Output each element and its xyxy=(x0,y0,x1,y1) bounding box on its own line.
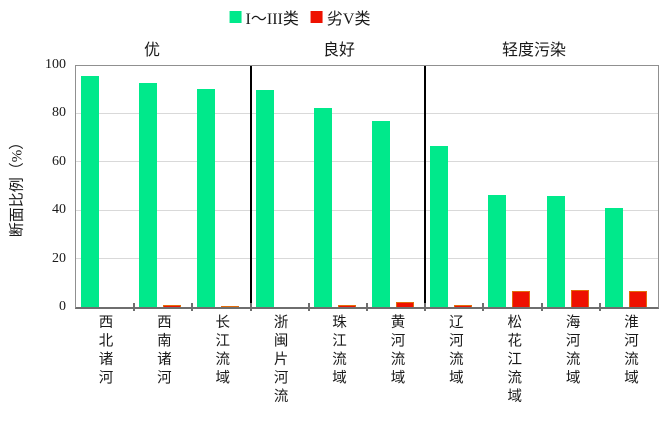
bar-inferior-v xyxy=(396,302,414,307)
x-axis-tick xyxy=(424,303,427,311)
x-axis-tick xyxy=(366,303,368,311)
x-category-label-text: 西北诸河 xyxy=(96,314,113,388)
x-category-label-text: 淮河流域 xyxy=(622,314,639,388)
y-tick-label: 60 xyxy=(52,153,66,169)
x-category-label: 松花江流域 xyxy=(484,314,542,412)
bar-class-i-iii xyxy=(313,108,332,307)
x-category-label-text: 珠江流域 xyxy=(330,314,347,388)
category-slot xyxy=(251,66,309,307)
bar-class-i-iii xyxy=(139,82,158,307)
legend-item-class-i-iii: I～III类 xyxy=(229,5,299,29)
legend-item-inferior-v: 劣V类 xyxy=(310,5,371,29)
category-slot xyxy=(192,66,250,307)
bar-inferior-v xyxy=(570,290,589,307)
bar-class-i-iii xyxy=(546,196,565,307)
legend-label-inferior-v: 劣V类 xyxy=(326,11,371,28)
gridline-20 xyxy=(76,257,658,259)
bar-class-i-iii xyxy=(430,145,449,307)
bar-inferior-v xyxy=(337,305,356,307)
bar-class-i-iii xyxy=(604,208,623,307)
x-axis-tick xyxy=(133,303,136,311)
section-label-light-pollution: 轻度污染 xyxy=(501,42,567,59)
bar-class-i-iii xyxy=(488,194,507,307)
x-category-label: 长江流域 xyxy=(192,314,250,393)
bar-inferior-v xyxy=(454,304,473,307)
plot-area xyxy=(75,65,659,311)
bar-inferior-v xyxy=(628,291,647,307)
x-category-label: 珠江流域 xyxy=(309,314,367,393)
section-label-excellent: 优 xyxy=(143,42,161,59)
section-divider xyxy=(249,66,252,307)
x-axis-tick xyxy=(540,303,543,311)
bar-class-i-iii xyxy=(197,88,216,307)
category-slot xyxy=(425,66,483,307)
category-slot xyxy=(309,66,367,307)
legend-label-class-i-iii: I～III类 xyxy=(245,11,299,28)
y-tick-label: 20 xyxy=(52,250,66,266)
category-slot xyxy=(134,66,192,307)
gridline-80 xyxy=(76,113,658,115)
category-slot xyxy=(76,66,134,307)
x-category-label-text: 黄河流域 xyxy=(388,314,405,388)
legend-swatch-green xyxy=(229,11,242,23)
x-axis-tick xyxy=(482,303,485,311)
x-category-label: 辽河流域 xyxy=(425,314,483,393)
y-tick-label: 80 xyxy=(52,105,66,121)
x-category-label-text: 海河流域 xyxy=(563,314,580,388)
y-tick-label: 100 xyxy=(45,57,66,72)
category-slot xyxy=(542,66,600,307)
bar-class-i-iii xyxy=(255,90,274,307)
x-category-label: 黄河流域 xyxy=(367,314,425,393)
bar-class-i-iii xyxy=(81,75,99,307)
x-category-label-text: 浙闽片河流 xyxy=(271,314,288,407)
x-axis-tick xyxy=(598,303,601,311)
bar-class-i-iii xyxy=(372,121,390,307)
section-label-good: 良好 xyxy=(322,42,356,59)
category-slot xyxy=(483,66,541,307)
x-axis-tick xyxy=(307,303,310,311)
bar-inferior-v xyxy=(163,304,182,307)
x-axis-tick xyxy=(191,303,194,311)
x-category-label: 淮河流域 xyxy=(601,314,659,393)
y-axis-title: 断面比例（%） xyxy=(9,134,26,238)
y-tick-label: 40 xyxy=(52,202,66,218)
chart-legend: I～III类 劣V类 xyxy=(229,5,371,29)
x-axis-tick xyxy=(249,303,252,311)
x-category-label: 西北诸河 xyxy=(75,314,133,393)
x-category-label: 西南诸河 xyxy=(133,314,191,393)
gridline-60 xyxy=(76,161,658,163)
x-category-label-text: 松花江流域 xyxy=(505,314,522,407)
x-category-label-text: 西南诸河 xyxy=(154,314,171,388)
bar-inferior-v xyxy=(512,291,531,307)
x-category-label-text: 辽河流域 xyxy=(446,314,463,388)
bar-inferior-v xyxy=(221,305,240,307)
y-tick-label: 0 xyxy=(59,299,66,314)
x-category-label: 浙闽片河流 xyxy=(250,314,308,412)
legend-swatch-red xyxy=(310,11,323,23)
section-divider xyxy=(424,66,427,307)
gridline-40 xyxy=(76,209,658,211)
category-slot xyxy=(367,66,425,307)
category-slot xyxy=(600,66,658,307)
x-category-label-text: 长江流域 xyxy=(213,314,230,388)
x-category-label: 海河流域 xyxy=(542,314,600,393)
